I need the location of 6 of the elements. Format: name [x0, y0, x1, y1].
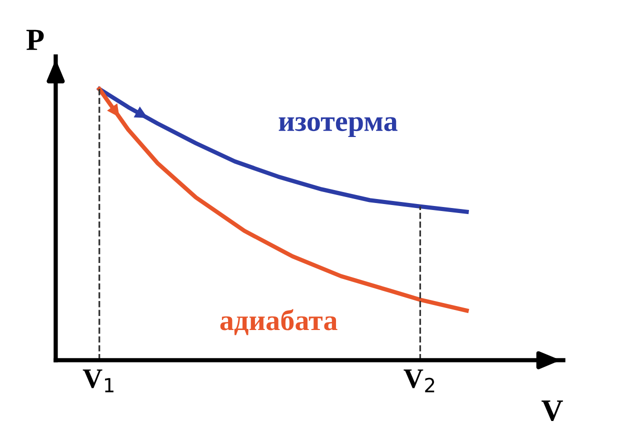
- x-tick-label: V$_{2}$: [404, 369, 434, 392]
- y-axis-title: P: [26, 30, 44, 50]
- series-label: адиабата: [220, 309, 338, 336]
- x-tick-label: V$_{1}$: [82, 369, 114, 392]
- series-label: изотерма: [278, 117, 398, 138]
- x-axis-title: V: [542, 400, 563, 421]
